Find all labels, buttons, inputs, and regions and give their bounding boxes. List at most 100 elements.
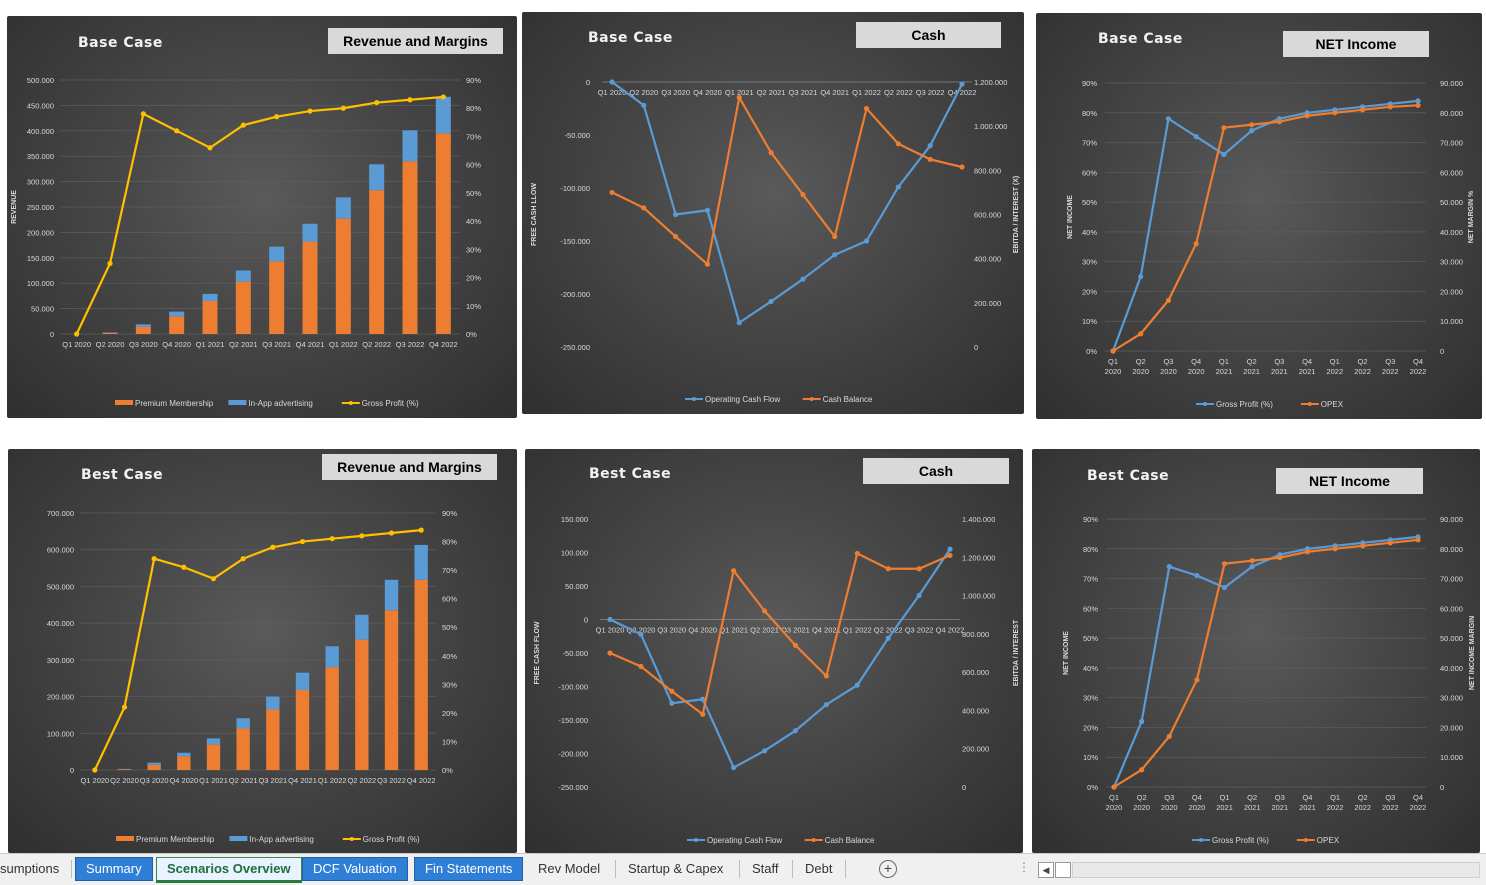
data-point [609, 79, 614, 84]
legend-swatch [694, 838, 698, 842]
point-gross-profit [307, 108, 312, 113]
tick-label: -50.000 [563, 649, 588, 658]
tick-label: 70% [1082, 139, 1097, 148]
point-gross-profit [241, 556, 246, 561]
tick-label: 60.000 [1440, 168, 1463, 177]
tick-label: 40% [1082, 228, 1097, 237]
data-point [1250, 558, 1255, 563]
x-tick-label: Q1 2020 [80, 776, 109, 785]
legend-swatch [349, 401, 353, 405]
bar-premium-membership [236, 729, 249, 770]
scroll-left-icon[interactable]: ◀ [1038, 862, 1054, 878]
data-point [1139, 767, 1144, 772]
tick-label: 30.000 [1440, 258, 1463, 267]
data-point [638, 664, 643, 669]
tab-rev-model[interactable]: Rev Model [528, 858, 610, 880]
tab-staff[interactable]: Staff [742, 858, 789, 880]
data-point [928, 157, 933, 162]
tick-label: -100.000 [558, 683, 588, 692]
legend-label: Gross Profit (%) [362, 399, 419, 408]
tab-dcf-valuation[interactable]: DCF Valuation [302, 857, 408, 881]
data-point [731, 765, 736, 770]
data-point [947, 547, 952, 552]
data-point [959, 82, 964, 87]
tick-label: 400.000 [27, 127, 54, 136]
tick-label: 1.000.000 [962, 592, 995, 601]
tick-label: 30% [466, 245, 481, 254]
x-tick-label: Q2 2022 [362, 340, 391, 349]
scroll-thumb[interactable] [1055, 862, 1071, 878]
legend-swatch [1308, 402, 1312, 406]
tick-label: 70% [466, 132, 481, 141]
vertical-ellipsis-icon[interactable]: ⋮ [1018, 860, 1030, 874]
data-point [886, 566, 891, 571]
data-point [641, 205, 646, 210]
tab-scenarios-overview[interactable]: Scenarios Overview [156, 857, 302, 883]
tick-label: 50.000 [31, 305, 54, 314]
tick-label: 50% [442, 623, 457, 632]
horizontal-scrollbar[interactable] [1072, 862, 1480, 878]
data-point [1388, 540, 1393, 545]
tick-label: 20% [1082, 287, 1097, 296]
data-point [855, 551, 860, 556]
legend-swatch [810, 397, 814, 401]
tab-summary[interactable]: Summary [75, 857, 153, 881]
data-point [607, 617, 612, 622]
x-tick-label: Q3 2021 [789, 88, 818, 97]
bar-in-app-advertising [303, 224, 318, 242]
point-gross-profit [374, 100, 379, 105]
bar-premium-membership [436, 133, 451, 334]
data-point [1249, 122, 1254, 127]
data-point [1221, 125, 1226, 130]
data-point [1138, 331, 1143, 336]
bar-premium-membership [325, 667, 338, 770]
tab-separator [615, 860, 616, 878]
bar-in-app-advertising [207, 738, 220, 744]
tick-label: 40.000 [1440, 664, 1463, 673]
data-point [1388, 104, 1393, 109]
tick-label: 50.000 [1440, 198, 1463, 207]
tab-fin-statements[interactable]: Fin Statements [414, 857, 523, 881]
point-gross-profit [207, 145, 212, 150]
bar-in-app-advertising [436, 97, 451, 134]
tab-separator [845, 860, 846, 878]
chart-svg-best-netincome: 0%10%20%30%40%50%60%70%80%90%010.00020.0… [1032, 449, 1480, 853]
tick-label: 10.000 [1440, 317, 1463, 326]
plus-circle-icon[interactable]: + [879, 860, 897, 878]
point-gross-profit [419, 528, 424, 533]
data-point [793, 643, 798, 648]
x-tick-label: Q4 2020 [693, 88, 722, 97]
tab-debt[interactable]: Debt [795, 858, 842, 880]
x-tick-label: Q2 2020 [96, 340, 125, 349]
tick-label: 90% [442, 509, 457, 518]
tick-label: 300.000 [27, 178, 54, 187]
data-point [705, 208, 710, 213]
axis-title: FREE CASH LLOW [531, 183, 538, 246]
tick-label: -200.000 [560, 290, 590, 299]
point-gross-profit [122, 705, 127, 710]
tick-label: -250.000 [558, 783, 588, 792]
x-tick-label: Q1 2021 [719, 626, 748, 635]
axis-title: NET MARGIN % [1468, 190, 1475, 243]
tab-assumptions[interactable]: sumptions [0, 858, 69, 880]
bar-premium-membership [203, 301, 218, 334]
legend-label: OPEX [1317, 836, 1340, 845]
tick-label: 400.000 [962, 706, 989, 715]
tick-label: 350.000 [27, 152, 54, 161]
tick-label: 50.000 [565, 582, 588, 591]
tick-label: 30% [442, 680, 457, 689]
tab-startup-capex[interactable]: Startup & Capex [618, 858, 733, 880]
tick-label: 250.000 [27, 203, 54, 212]
tick-label: 450.000 [27, 101, 54, 110]
x-tick-label: Q3 2021 [258, 776, 287, 785]
legend-label: Cash Balance [823, 395, 873, 404]
